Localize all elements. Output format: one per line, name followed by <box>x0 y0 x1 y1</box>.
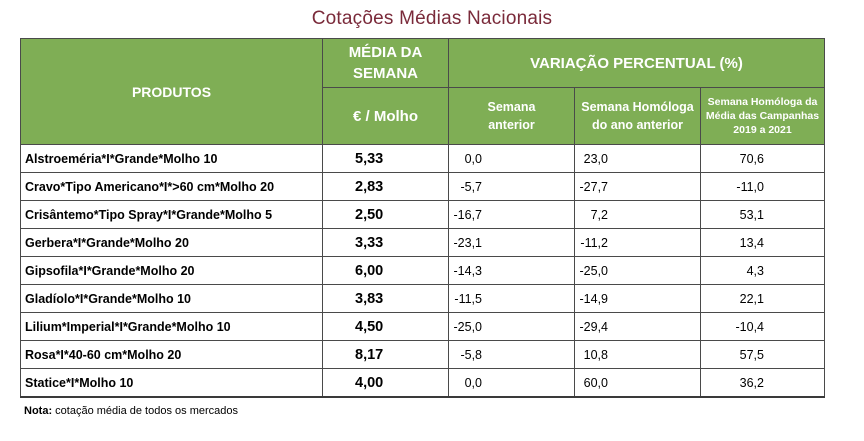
var-previous-year-cell: -11,2 <box>574 228 701 257</box>
var-campaign-average-cell: 57,5 <box>700 340 825 369</box>
var-previous-year-cell: -29,4 <box>574 312 701 341</box>
var-campaign-average-cell: 36,2 <box>700 368 825 398</box>
var-campaign-average-cell: 53,1 <box>700 200 825 229</box>
table-row: Alstroeméria*I*Grande*Molho 10 5,33 0,0 23,… <box>20 144 825 173</box>
weekly-average-cell: 3,33 <box>322 228 449 257</box>
var-campaign-average-cell: 70,6 <box>700 144 825 173</box>
var-campaign-average-cell: -11,0 <box>700 172 825 201</box>
product-name-cell: Gerbera*I*Grande*Molho 20 <box>20 228 323 257</box>
product-name-cell: Alstroeméria*I*Grande*Molho 10 <box>20 144 323 173</box>
var-previous-year-cell: -27,7 <box>574 172 701 201</box>
header-semana-anterior: Semana anterior <box>448 87 575 145</box>
weekly-average-cell: 2,83 <box>322 172 449 201</box>
var-previous-week-cell: -5,7 <box>448 172 575 201</box>
var-previous-week-cell: -11,5 <box>448 284 575 313</box>
table-row: Crisântemo*Tipo Spray*I*Grande*Molho 5 2,… <box>20 200 825 229</box>
header-media-semana: MÉDIA DA SEMANA <box>322 38 449 88</box>
product-name-cell: Statice*I*Molho 10 <box>20 368 323 398</box>
var-previous-week-cell: -23,1 <box>448 228 575 257</box>
header-unit: € / Molho <box>322 87 449 145</box>
var-previous-week-cell: -14,3 <box>448 256 575 285</box>
table-row: Cravo*Tipo Americano*I*>60 cm*Molho 20 2,… <box>20 172 825 201</box>
page-title: Cotações Médias Nacionais <box>311 8 553 29</box>
table-row: Lilium*Imperial*I*Grande*Molho 10 4,50 -25… <box>20 312 825 341</box>
weekly-average-cell: 4,50 <box>322 312 449 341</box>
var-previous-year-cell: -25,0 <box>574 256 701 285</box>
var-previous-week-cell: -5,8 <box>448 340 575 369</box>
var-previous-year-cell: 23,0 <box>574 144 701 173</box>
var-previous-week-cell: 0,0 <box>448 368 575 398</box>
product-name-cell: Lilium*Imperial*I*Grande*Molho 10 <box>20 312 323 341</box>
weekly-average-cell: 2,50 <box>322 200 449 229</box>
var-previous-year-cell: -14,9 <box>574 284 701 313</box>
var-campaign-average-cell: 13,4 <box>700 228 825 257</box>
table-row: Statice*I*Molho 10 4,00 0,0 60,0 36,2 <box>20 368 825 398</box>
table-body: Alstroeméria*I*Grande*Molho 10 5,33 0,0 23,… <box>20 144 825 398</box>
weekly-average-cell: 5,33 <box>322 144 449 173</box>
product-name-cell: Gladíolo*I*Grande*Molho 10 <box>20 284 323 313</box>
product-name-cell: Crisântemo*Tipo Spray*I*Grande*Molho 5 <box>20 200 323 229</box>
var-previous-week-cell: -25,0 <box>448 312 575 341</box>
header-produtos: PRODUTOS <box>20 38 323 145</box>
var-previous-week-cell: 0,0 <box>448 144 575 173</box>
header-semana-homologa-media: Semana Homóloga da Média das Campanhas 2… <box>700 87 825 145</box>
weekly-average-cell: 3,83 <box>322 284 449 313</box>
table-row: Gladíolo*I*Grande*Molho 10 3,83 -11,5 -14,9… <box>20 284 825 313</box>
weekly-average-cell: 8,17 <box>322 340 449 369</box>
product-name-cell: Gipsofila*I*Grande*Molho 20 <box>20 256 323 285</box>
product-name-cell: Rosa*I*40-60 cm*Molho 20 <box>20 340 323 369</box>
weekly-average-cell: 6,00 <box>322 256 449 285</box>
header-semana-homologa: Semana Homóloga do ano anterior <box>574 87 701 145</box>
var-previous-week-cell: -16,7 <box>448 200 575 229</box>
var-campaign-average-cell: -10,4 <box>700 312 825 341</box>
table-row: Gerbera*I*Grande*Molho 20 3,33 -23,1 -11,2 1… <box>20 228 825 257</box>
footnote: Nota: cotação média de todos os mercados <box>24 405 238 417</box>
table-row: Rosa*I*40-60 cm*Molho 20 8,17 -5,8 10,8 57,5 <box>20 340 825 369</box>
weekly-average-cell: 4,00 <box>322 368 449 398</box>
prices-table: PRODUTOS MÉDIA DA SEMANA VARIAÇÃO PERCEN… <box>20 38 825 398</box>
var-campaign-average-cell: 4,3 <box>700 256 825 285</box>
header-variacao: VARIAÇÃO PERCENTUAL (%) <box>448 38 825 88</box>
product-name-cell: Cravo*Tipo Americano*I*>60 cm*Molho 20 <box>20 172 323 201</box>
var-previous-year-cell: 60,0 <box>574 368 701 398</box>
var-previous-year-cell: 7,2 <box>574 200 701 229</box>
var-campaign-average-cell: 22,1 <box>700 284 825 313</box>
var-previous-year-cell: 10,8 <box>574 340 701 369</box>
table-row: Gipsofila*I*Grande*Molho 20 6,00 -14,3 -25,… <box>20 256 825 285</box>
